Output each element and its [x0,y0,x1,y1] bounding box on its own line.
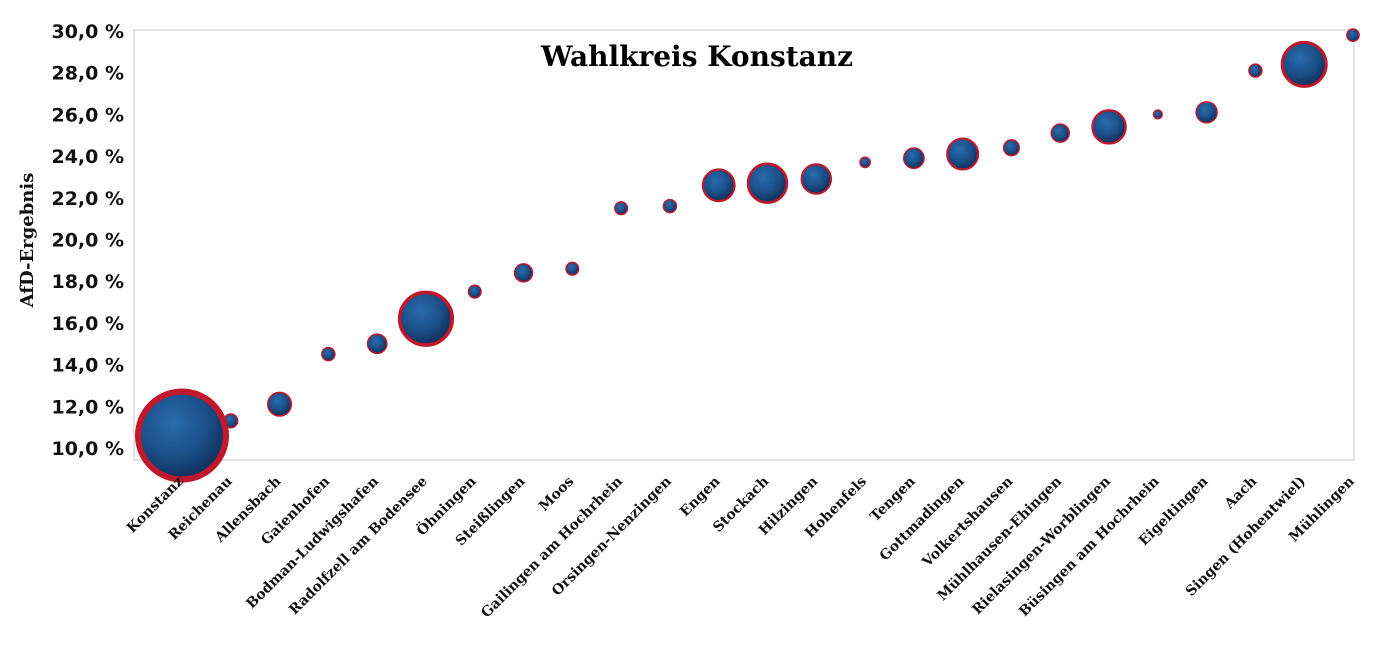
y-tick-label: 10,0 % [51,438,124,460]
y-tick-label: 28,0 % [51,63,124,85]
y-tick-label: 18,0 % [51,271,124,293]
x-tick-label: Gottmadingen [877,474,968,565]
y-tick-label: 20,0 % [51,230,124,252]
bubble-point [1195,101,1218,124]
y-tick-label: 14,0 % [51,355,124,377]
x-tick-label: Volkertshausen [919,474,1017,572]
bubble-point [397,290,455,347]
bubble-point [267,391,293,417]
y-tick-label: 30,0 % [51,21,124,43]
bubble-point [1152,109,1163,120]
x-axis-ticks: KonstanzReichenauAllensbachGaienhofenBod… [124,471,1358,621]
x-tick-label: Tengen [867,474,918,525]
bubble-point [1002,139,1021,157]
bubble-point [366,333,388,355]
bubble-point [946,137,980,171]
bubble-point [662,198,678,214]
y-axis-label: AfD-Ergebnis [17,173,38,309]
plot-area [133,29,1355,461]
bubble-point [859,156,871,169]
bubble-point [1091,109,1127,145]
x-tick-label: Aach [1221,474,1260,513]
bubble-point [1346,28,1360,43]
y-tick-label: 26,0 % [51,104,124,126]
x-tick-label: Engen [677,474,723,520]
bubble-point [800,163,833,195]
chart-title: Wahlkreis Konstanz [540,40,853,73]
y-tick-label: 12,0 % [51,396,124,418]
y-tick-label: 24,0 % [51,146,124,168]
bubble-point [513,263,534,283]
bubble-series [134,28,1360,483]
bubble-point [1050,123,1070,143]
bubble-point [467,284,482,299]
bubble-point [1280,40,1328,88]
y-axis-ticks: 10,0 % 12,0 % 14,0 % 16,0 % 18,0 % 20,0 % 22,0… [51,21,124,460]
bubble-point [701,168,736,203]
y-tick-label: 16,0 % [51,313,124,335]
x-tick-label: Moos [536,473,577,514]
bubble-point [565,261,580,276]
bubble-point [321,346,336,362]
bubble-point [902,147,925,170]
bubble-point [1248,63,1263,78]
y-tick-label: 22,0 % [51,188,124,210]
bubble-point [134,388,229,483]
bubble-point [746,162,789,204]
bubble-point [614,201,629,216]
